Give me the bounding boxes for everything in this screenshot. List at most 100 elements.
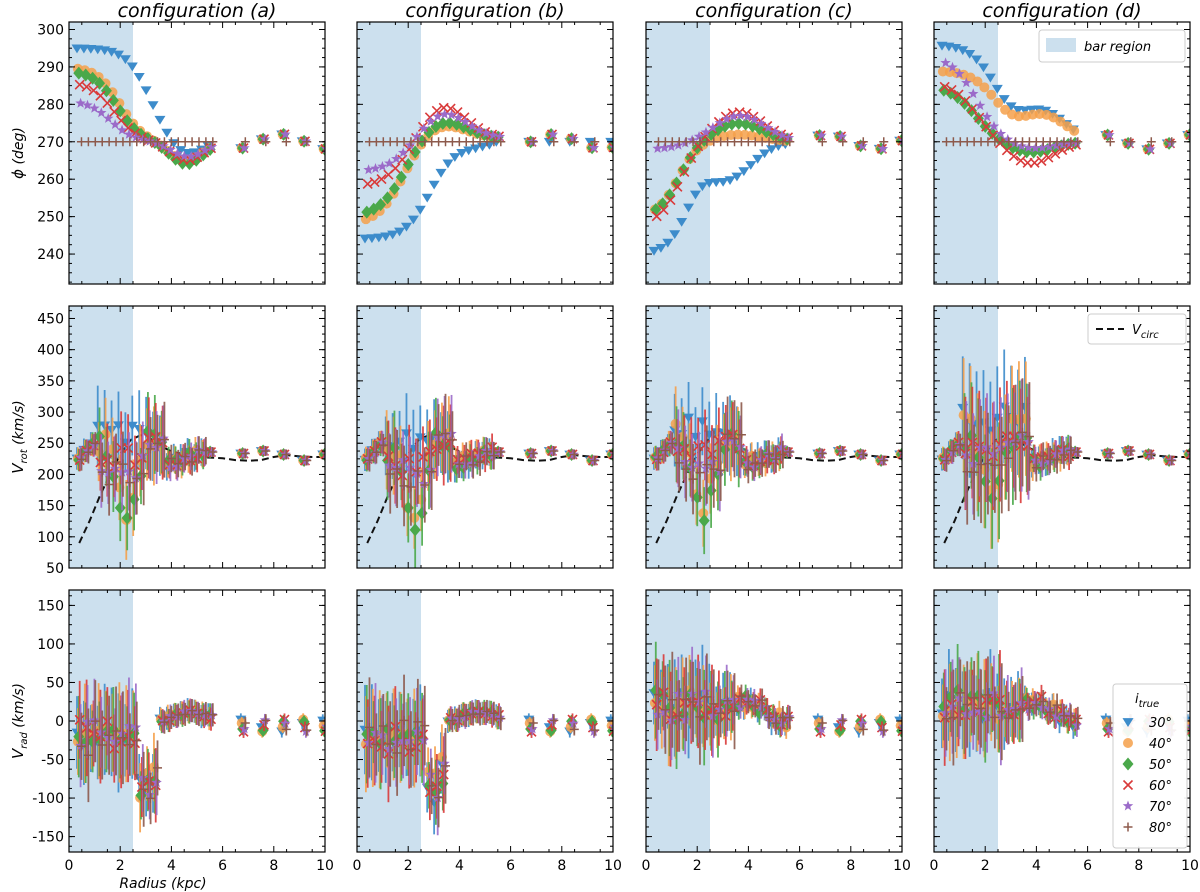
data-point (89, 102, 100, 113)
y-axis-label-sub: rad (19, 731, 30, 748)
ticks (645, 590, 903, 852)
data-point (375, 198, 387, 212)
data-point (280, 128, 291, 139)
data-point (568, 718, 579, 728)
legend-label-main: V (1132, 323, 1142, 338)
data-point (376, 174, 387, 185)
data-point (590, 456, 600, 466)
data-point (1104, 129, 1115, 140)
data-point (1031, 700, 1041, 710)
panel-frame (645, 305, 903, 569)
data-point (666, 141, 677, 152)
data-point (688, 697, 698, 707)
data-point (173, 459, 183, 469)
y-tick-label: 350 (37, 374, 64, 390)
legend-marker (1122, 779, 1134, 791)
data-point (473, 124, 485, 135)
data-point (660, 445, 670, 455)
data-point (496, 447, 506, 457)
data-point (463, 146, 475, 156)
panel-frame (933, 305, 1191, 569)
x-tick-label: 8 (557, 858, 566, 874)
y-axis-label-main: V (9, 747, 27, 759)
legend-entry: 30° (1149, 716, 1172, 731)
plot-area (648, 382, 902, 555)
data-point (88, 85, 99, 96)
data-point (390, 163, 401, 174)
data-point (969, 467, 979, 477)
data-point (192, 148, 204, 159)
data-point (159, 717, 169, 727)
data-point (201, 446, 211, 456)
data-point (1018, 427, 1028, 437)
data-point (972, 76, 983, 87)
data-point (302, 137, 312, 147)
data-point (997, 460, 1007, 470)
data-point (838, 715, 848, 725)
data-point (981, 111, 993, 122)
data-point (957, 46, 969, 56)
data-point (783, 132, 795, 143)
data-point (836, 130, 848, 141)
data-point (702, 460, 712, 470)
data-point (995, 128, 1007, 139)
data-point (877, 143, 889, 154)
data-point (817, 137, 827, 147)
data-point (261, 715, 271, 725)
data-point (261, 446, 271, 456)
y-tick-label: 290 (37, 60, 64, 76)
data-point (76, 741, 86, 751)
data-point (967, 103, 978, 114)
data-point (420, 480, 430, 490)
data-point (979, 82, 990, 93)
data-point (494, 131, 506, 142)
x-tick-label: 10 (1181, 858, 1199, 874)
series-70° (940, 57, 1190, 154)
data-point (689, 190, 701, 200)
data-point (102, 98, 113, 109)
data-point (475, 709, 485, 719)
data-point (588, 142, 600, 153)
y-tick-label: 280 (37, 97, 64, 113)
data-point (185, 150, 197, 161)
data-point (983, 459, 993, 469)
data-point (652, 143, 663, 153)
data-point (126, 421, 138, 431)
data-point (118, 733, 128, 743)
legend-label: Vcirc (1132, 323, 1159, 341)
data-point (280, 718, 291, 728)
legend-label-sub: circ (1141, 330, 1159, 341)
series-80° (364, 137, 613, 147)
data-point (1037, 142, 1048, 153)
x-tick-label: 2 (981, 858, 990, 874)
data-point (447, 435, 457, 445)
data-point (983, 690, 993, 700)
data-point (723, 696, 733, 706)
data-point (378, 440, 388, 450)
data-point (359, 234, 371, 244)
series-80° (76, 680, 325, 827)
data-point (997, 707, 1007, 717)
data-point (1030, 142, 1041, 153)
data-point (104, 730, 114, 740)
y-axis-label-phi: ϕ (deg) (9, 127, 27, 179)
y-tick-label: 0 (55, 714, 64, 730)
data-point (385, 739, 395, 749)
data-point (549, 715, 559, 725)
data-point (470, 144, 482, 154)
data-point (757, 458, 767, 468)
data-point (467, 120, 478, 131)
data-point (388, 182, 400, 196)
data-point (404, 139, 416, 150)
data-point (714, 117, 726, 128)
data-point (427, 781, 437, 791)
panel-vrad-2: 0 2 4 6 8 10 (642, 589, 911, 874)
x-tick-label: 4 (744, 858, 753, 874)
data-point (695, 712, 705, 722)
data-point (742, 111, 753, 122)
legend-label: bar region (1084, 40, 1151, 55)
data-point (112, 50, 124, 60)
data-point (406, 744, 416, 754)
data-point (461, 710, 471, 720)
